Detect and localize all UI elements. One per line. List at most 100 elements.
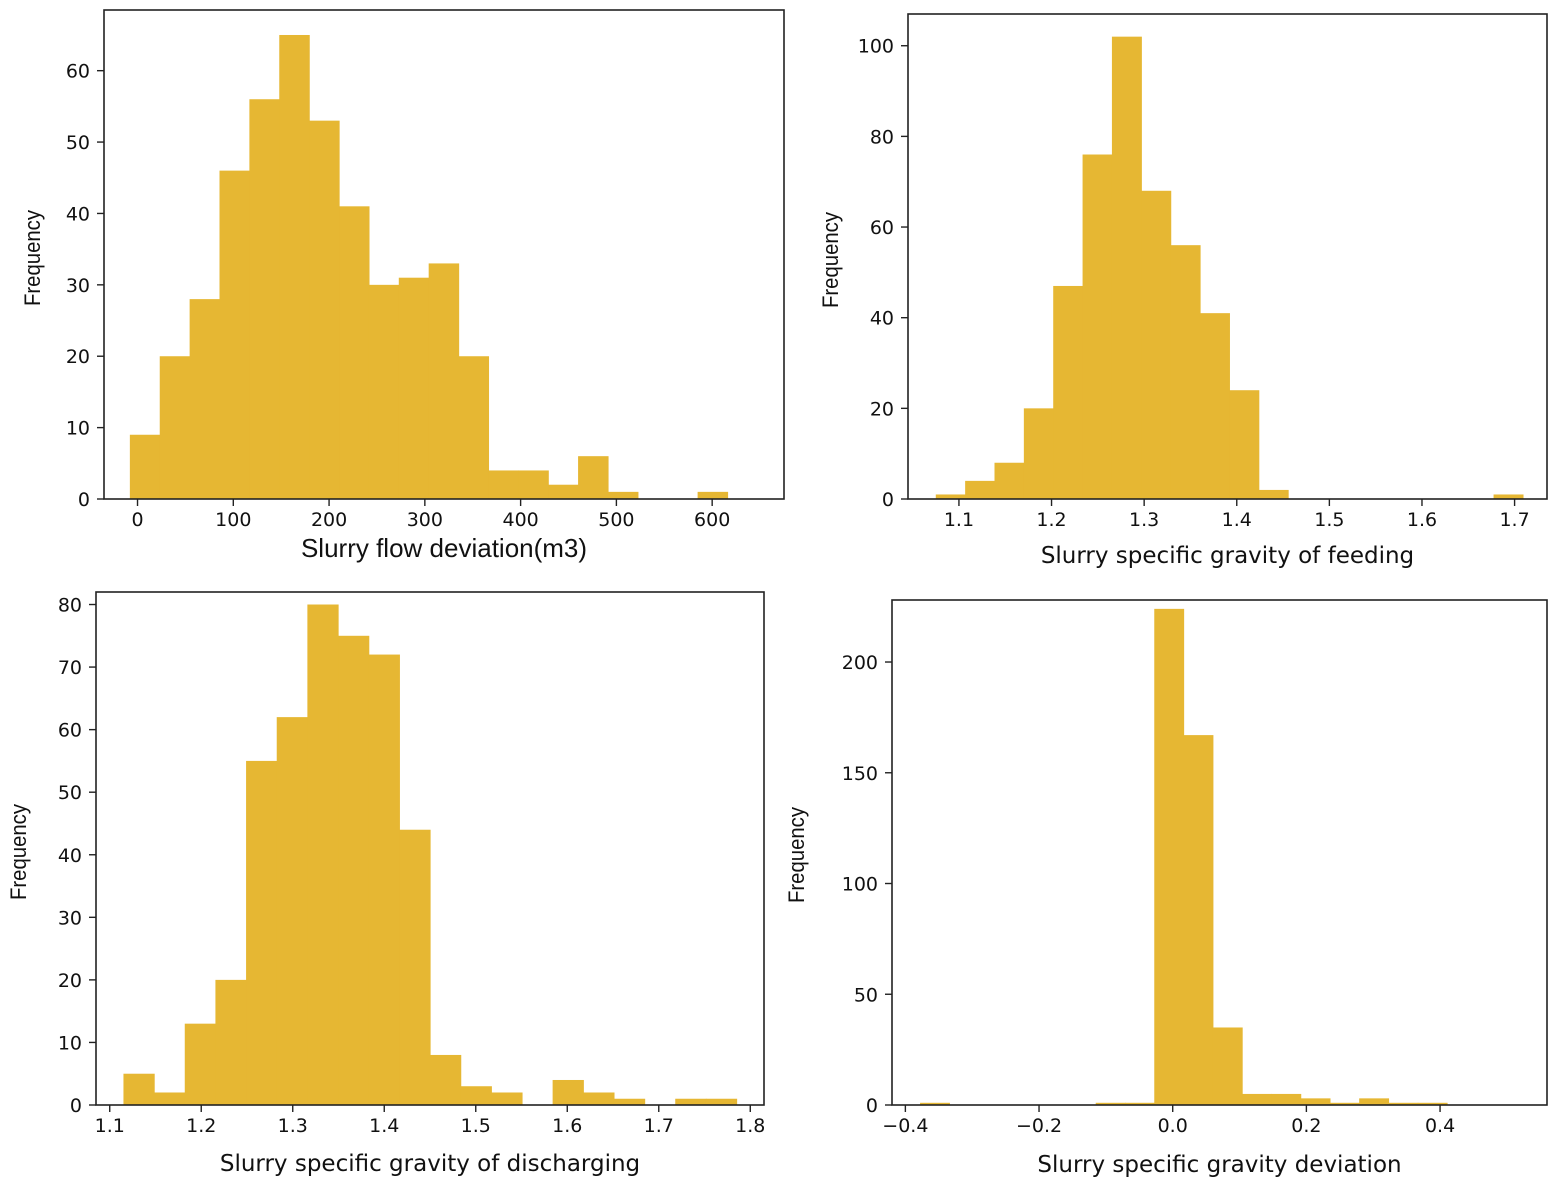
y-tick-label: 20 — [66, 346, 90, 368]
x-tick-label: 500 — [598, 509, 634, 531]
x-tick-label: 1.2 — [186, 1115, 216, 1137]
histogram-bar — [1242, 1093, 1272, 1105]
histogram-panel-2: 1.1 1.2 1.3 1.4 1.5 1.6 1.7 0 20 40 60 80 100 Slurry … — [818, 13, 1548, 569]
y-tick-label: 200 — [842, 652, 878, 674]
y-tick-label: 60 — [58, 720, 82, 742]
histogram-bar — [1300, 1098, 1331, 1105]
histogram-bar — [215, 979, 247, 1105]
y-axis-label: Frequency — [6, 804, 31, 900]
histogram-bar — [583, 1092, 615, 1105]
x-tick-label: −0.4 — [882, 1115, 928, 1137]
y-tick-label: 30 — [58, 907, 82, 929]
x-tick-label: 1.1 — [944, 509, 974, 531]
y-tick-label: 40 — [58, 845, 82, 867]
y-tick-label: 50 — [58, 782, 82, 804]
y-tick-label: 0 — [866, 1095, 878, 1117]
histogram-bar — [458, 356, 490, 499]
y-tick-label: 100 — [858, 36, 894, 58]
y-tick-label: 150 — [842, 763, 878, 785]
plot-frame — [103, 9, 785, 500]
histogram-bar — [920, 1102, 950, 1105]
x-tick-label: 100 — [215, 509, 251, 531]
x-tick-label: 0.0 — [1158, 1115, 1188, 1137]
x-tick-label: 1.6 — [1407, 509, 1437, 531]
y-tick-label: 0 — [70, 1095, 82, 1117]
x-tick-label: 1.4 — [369, 1115, 399, 1137]
x-axis-label: Slurry specific gravity of feeding — [1041, 543, 1414, 569]
histogram-bar — [1053, 285, 1084, 499]
y-axis-label: Frequency — [784, 807, 809, 903]
histogram-bar — [607, 491, 639, 499]
histogram-bar — [613, 1098, 646, 1105]
histogram-bar — [552, 1079, 584, 1105]
histogram-bar — [1329, 1102, 1360, 1105]
x-tick-label: 1.5 — [1314, 509, 1344, 531]
y-tick-label: 100 — [842, 874, 878, 896]
y-tick-label: 70 — [58, 657, 82, 679]
histogram-bar — [488, 470, 519, 499]
y-tick-label: 80 — [870, 126, 894, 148]
histogram-bar — [1124, 1102, 1155, 1105]
x-tick-label: 1.7 — [1499, 509, 1529, 531]
histogram-bar — [1359, 1098, 1390, 1105]
histogram-bar — [184, 1023, 217, 1105]
histogram-bar — [430, 1054, 462, 1105]
histogram-bar — [1212, 1027, 1243, 1105]
histogram-bar — [368, 284, 400, 499]
y-tick-label: 10 — [58, 1032, 82, 1054]
histogram-bar — [697, 491, 729, 499]
x-axis-label: Slurry flow deviation(m3) — [301, 533, 587, 563]
y-tick-label: 50 — [66, 132, 90, 154]
x-tick-label: 1.1 — [95, 1115, 125, 1137]
histogram-bar — [460, 1086, 492, 1105]
histogram-panel-1: 0 100 200 300 400 500 600 0 10 20 30 40 50 60 Slurry f… — [20, 9, 785, 563]
y-tick-label: 60 — [870, 217, 894, 239]
y-tick-label: 0 — [78, 489, 90, 511]
histogram-bar — [935, 494, 966, 499]
histogram-bar — [154, 1092, 186, 1105]
histogram-bar — [1183, 735, 1214, 1105]
histogram-bar — [1023, 408, 1054, 499]
x-axis-label: Slurry specific gravity deviation — [1037, 1152, 1401, 1178]
histogram-bar — [246, 760, 278, 1105]
histogram-panel-3: 1.1 1.2 1.3 1.4 1.5 1.6 1.7 1.8 0 10 20 30 40 50 60 70 8… — [6, 591, 765, 1177]
y-axis-label: Frequency — [20, 210, 45, 306]
histogram-bar — [1082, 154, 1113, 499]
x-tick-label: 1.3 — [1129, 509, 1159, 531]
y-tick-label: 60 — [66, 61, 90, 83]
histogram-bar — [249, 99, 280, 499]
plot-frame — [907, 13, 1548, 500]
y-axis-label: Frequency — [818, 212, 843, 308]
y-tick-label: 40 — [66, 203, 90, 225]
y-tick-label: 50 — [854, 984, 878, 1006]
histogram-bar — [338, 635, 370, 1105]
x-axis-label: Slurry specific gravity of discharging — [220, 1151, 640, 1177]
histogram-bar — [1388, 1102, 1419, 1105]
x-tick-label: 0.2 — [1291, 1115, 1321, 1137]
histogram-bar — [1095, 1102, 1126, 1105]
y-tick-label: 0 — [882, 489, 894, 511]
x-tick-label: 1.2 — [1036, 509, 1066, 531]
histogram-bar — [1154, 608, 1185, 1105]
x-tick-label: 1.8 — [735, 1115, 765, 1137]
y-tick-label: 80 — [58, 595, 82, 617]
histogram-bar — [1229, 390, 1260, 499]
plot-frame — [95, 591, 765, 1106]
histogram-bar — [428, 263, 460, 499]
histogram-bar — [1258, 489, 1289, 499]
histogram-bar — [309, 120, 340, 500]
histogram-bar — [398, 277, 430, 499]
histogram-bar — [1170, 245, 1201, 499]
histogram-bar — [994, 462, 1025, 499]
histogram-bar — [675, 1098, 707, 1105]
histogram-bar — [1141, 190, 1172, 499]
x-tick-label: 200 — [311, 509, 347, 531]
x-tick-label: 1.5 — [461, 1115, 491, 1137]
histogram-bar — [123, 1073, 155, 1105]
x-tick-label: 400 — [502, 509, 538, 531]
histogram-bar — [279, 34, 310, 500]
histogram-bar — [491, 1092, 523, 1105]
x-tick-label: 0 — [131, 509, 143, 531]
histogram-bar — [965, 480, 996, 499]
x-tick-label: 1.6 — [552, 1115, 582, 1137]
